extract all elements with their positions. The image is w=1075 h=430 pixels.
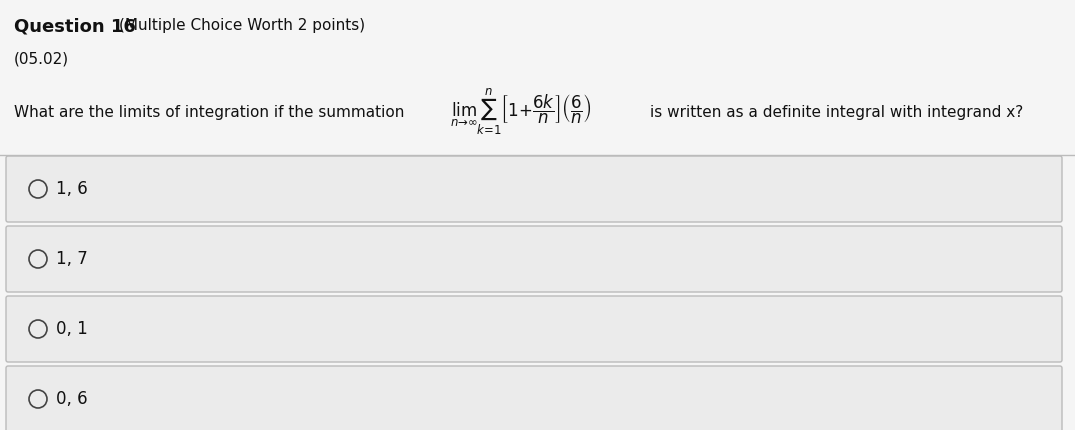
Text: 1, 6: 1, 6 — [56, 180, 88, 198]
Text: 1, 7: 1, 7 — [56, 250, 88, 268]
Text: (Multiple Choice Worth 2 points): (Multiple Choice Worth 2 points) — [119, 18, 366, 33]
Text: $\lim_{n\to\infty}\sum_{k=1}^{n}\left[1+\dfrac{6k}{n}\right]\left(\dfrac{6}{n}\r: $\lim_{n\to\infty}\sum_{k=1}^{n}\left[1+… — [450, 87, 592, 137]
FancyBboxPatch shape — [6, 366, 1062, 430]
Text: What are the limits of integration if the summation: What are the limits of integration if th… — [14, 104, 404, 120]
Text: is written as a definite integral with integrand x?: is written as a definite integral with i… — [650, 104, 1023, 120]
FancyBboxPatch shape — [6, 226, 1062, 292]
FancyBboxPatch shape — [6, 296, 1062, 362]
FancyBboxPatch shape — [6, 156, 1062, 222]
Text: 0, 1: 0, 1 — [56, 320, 88, 338]
Text: 0, 6: 0, 6 — [56, 390, 88, 408]
Text: (05.02): (05.02) — [14, 52, 69, 67]
Text: Question 16: Question 16 — [14, 18, 135, 36]
